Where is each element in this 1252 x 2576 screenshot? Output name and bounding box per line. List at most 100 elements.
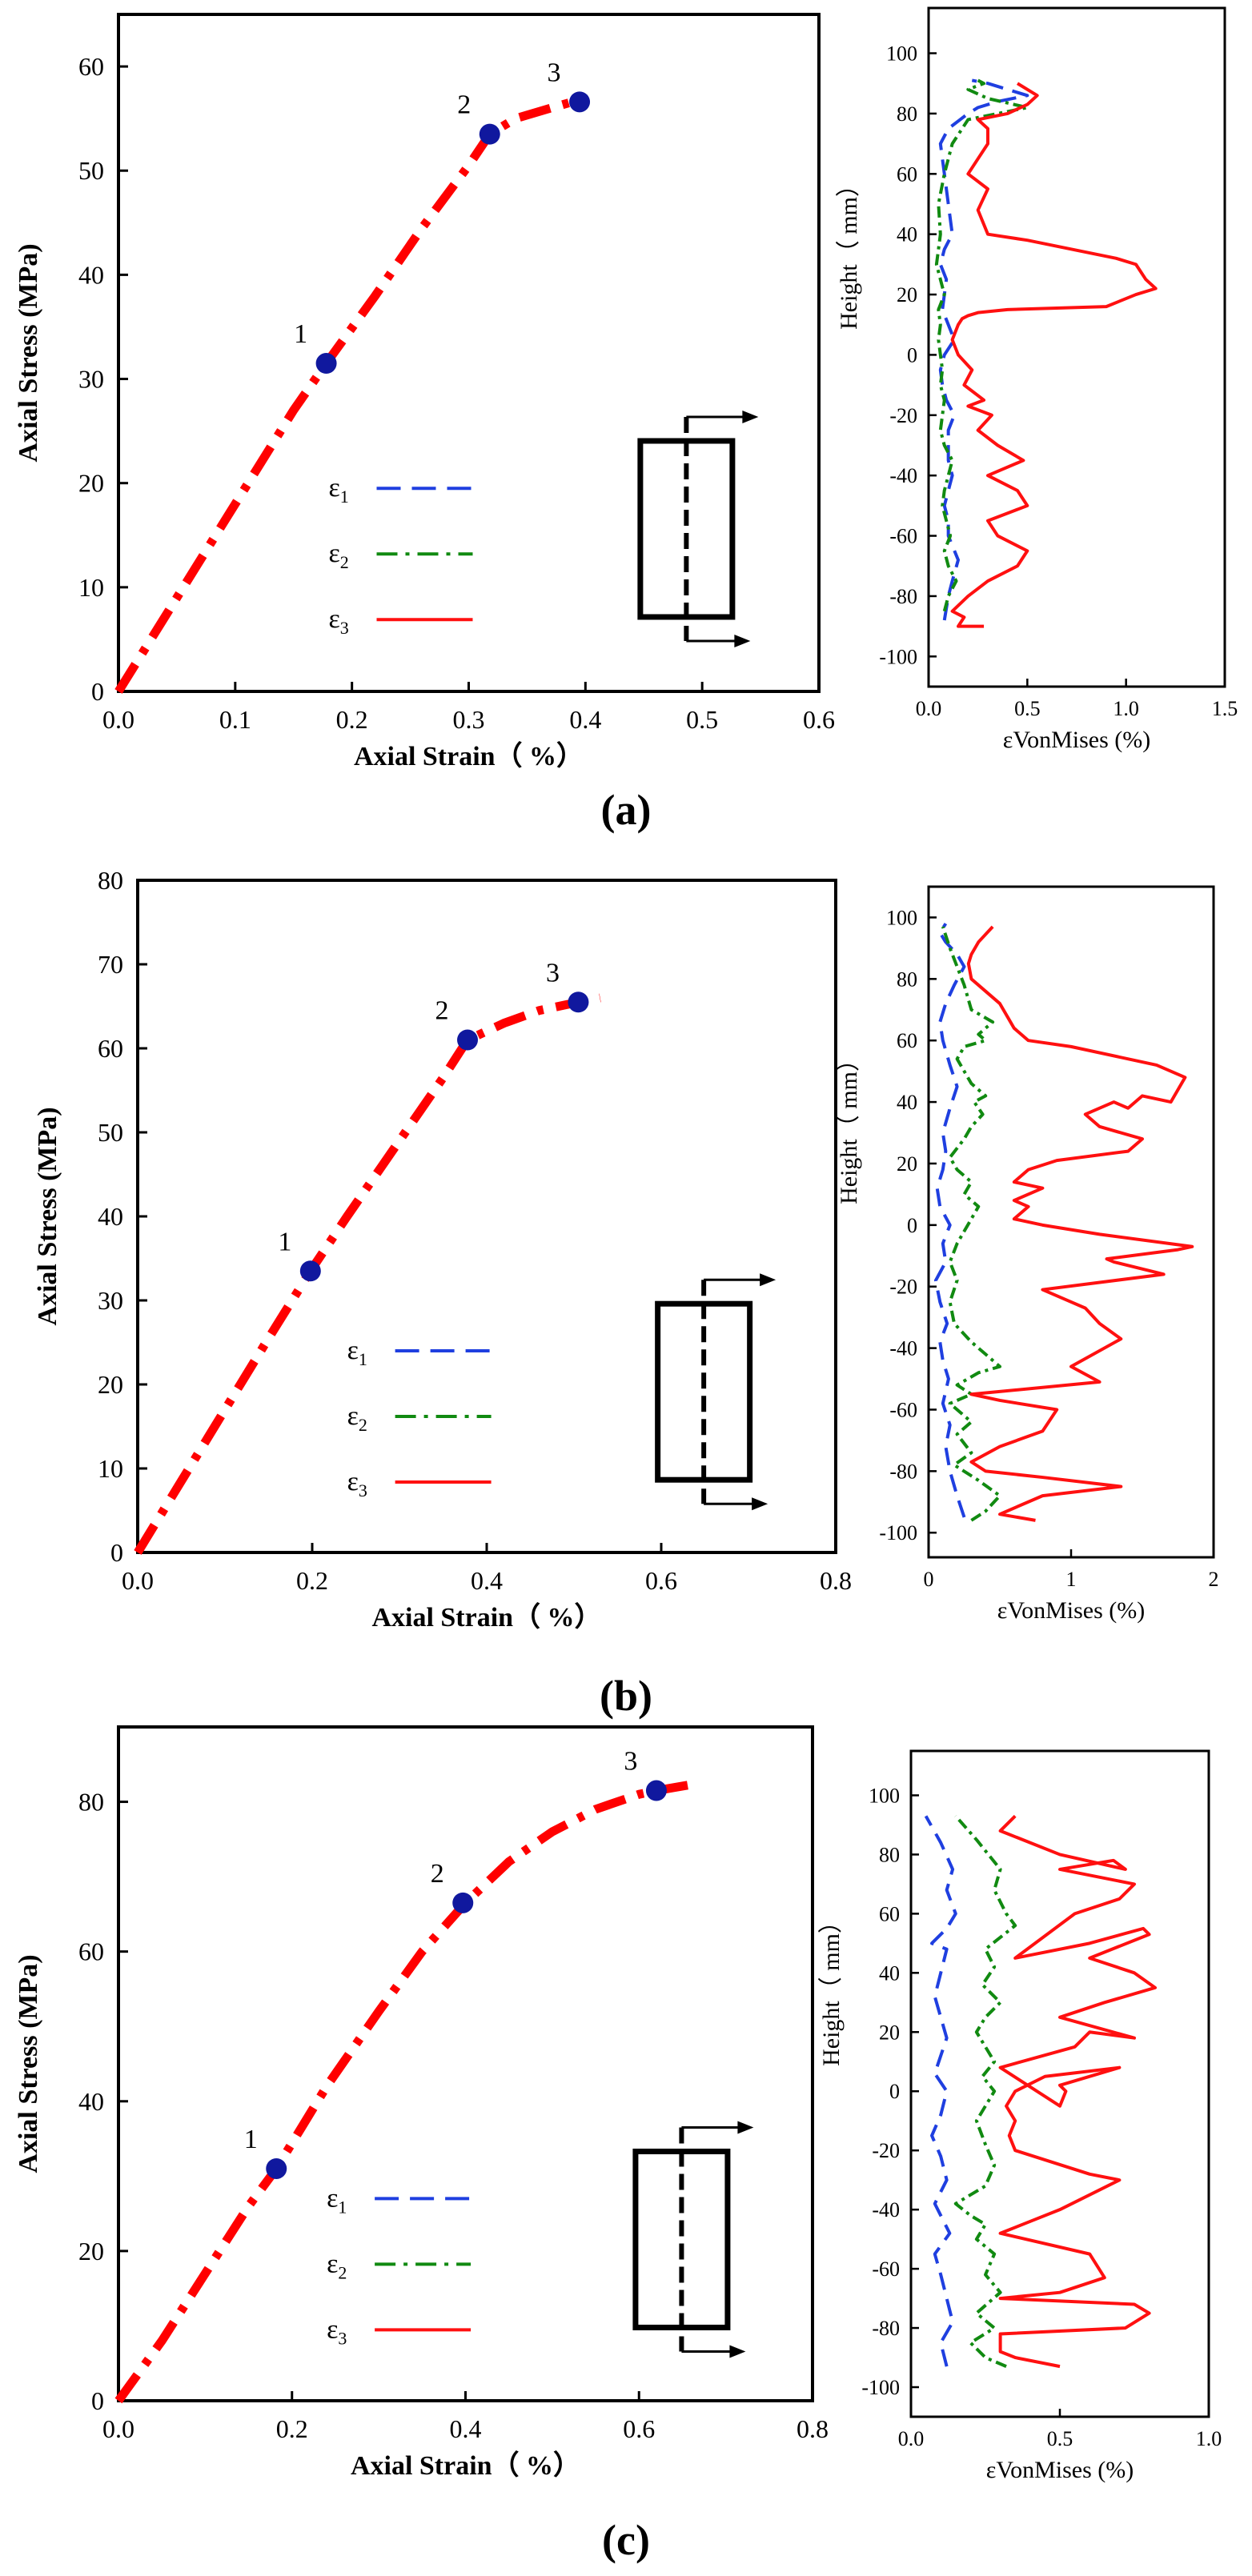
legend-label: ε1 [327, 2183, 347, 2217]
profile-series-1 [924, 1815, 957, 2367]
profile-y-tick-label: -60 [872, 2258, 900, 2281]
y-tick-label: 80 [98, 866, 123, 895]
x-tick-label: 0.4 [450, 2414, 482, 2443]
data-point-label: 1 [244, 2125, 258, 2154]
arrow-head-icon [752, 1497, 768, 1511]
profile-frame [927, 6, 1226, 688]
profile-y-tick-label: -40 [872, 2198, 900, 2221]
y-tick-label: 10 [98, 1454, 123, 1483]
profile-y-axis-label: Height（ mm） [836, 173, 862, 330]
profile-x-tick-label: 0.5 [1014, 697, 1041, 720]
y-tick-label: 20 [98, 1370, 123, 1399]
data-point-2 [457, 1029, 479, 1051]
profile-y-tick-label: 80 [879, 1843, 900, 1866]
data-point-3 [569, 91, 591, 113]
profile-y-tick-label: 20 [879, 2021, 900, 2044]
panel-caption: (c) [602, 2516, 650, 2564]
profile-x-tick-label: 0 [924, 1568, 934, 1591]
arrow-head-icon [734, 634, 751, 647]
y-tick-label: 40 [78, 260, 104, 289]
profile-series-1 [933, 923, 966, 1518]
profile-y-tick-label: -100 [861, 2376, 900, 2399]
profile-y-tick-label: 60 [879, 1902, 900, 1925]
legend-subscript: 2 [338, 2262, 347, 2282]
legend-label: ε1 [347, 1336, 367, 1369]
legend-label: ε3 [347, 1467, 367, 1500]
y-axis-label: Axial Stress (MPa) [33, 1107, 62, 1325]
profile-series-3 [966, 925, 1194, 1522]
profile-y-tick-label: 40 [879, 1961, 900, 1985]
profile-y-tick-label: -20 [872, 2139, 900, 2162]
legend-label: ε2 [327, 2249, 347, 2282]
profile-y-tick-label: -40 [889, 1337, 917, 1360]
y-tick-label: 40 [98, 1202, 123, 1231]
y-tick-label: 30 [98, 1286, 123, 1315]
legend-subscript: 1 [338, 2197, 347, 2217]
arrow-head-icon [760, 1273, 776, 1287]
x-tick-label: 0.6 [803, 705, 835, 734]
data-point-1 [266, 2157, 287, 2179]
data-point-label: 3 [548, 58, 561, 87]
y-tick-label: 30 [78, 365, 104, 394]
legend-label: ε1 [329, 473, 349, 507]
data-point-3 [645, 1780, 667, 1801]
arrow-head-icon [742, 410, 759, 423]
profile-x-axis-label: εVonMises (%) [1003, 727, 1151, 753]
profile-y-tick-label: 80 [897, 102, 917, 126]
profile-y-tick-label: 20 [897, 283, 917, 306]
plot-frame [117, 1725, 814, 2402]
legend-subscript: 2 [340, 552, 349, 572]
profile-y-tick-label: -20 [889, 404, 917, 427]
data-point-2 [452, 1892, 474, 1913]
profile-series-3 [998, 1814, 1158, 2369]
profile-x-tick-label: 1.5 [1212, 697, 1238, 720]
profile-x-tick-label: 0.5 [1047, 2427, 1073, 2450]
profile-y-tick-label: 40 [897, 223, 917, 246]
data-point-1 [299, 1260, 321, 1282]
profile-x-tick-label: 0.0 [916, 697, 942, 720]
profile-y-tick-label: 60 [897, 1029, 917, 1052]
profile-x-tick-label: 1.0 [1196, 2427, 1222, 2450]
y-tick-label: 70 [98, 950, 123, 979]
legend-label: ε2 [347, 1401, 367, 1435]
x-tick-label: 0.6 [623, 2414, 655, 2443]
y-tick-label: 0 [110, 1538, 123, 1567]
arrow-head-icon [737, 2121, 754, 2134]
y-tick-label: 20 [78, 2237, 104, 2266]
profile-y-tick-label: -60 [889, 1398, 917, 1421]
y-tick-label: 0 [91, 677, 104, 706]
legend-subscript: 2 [359, 1415, 367, 1435]
x-tick-label: 0.0 [102, 2414, 134, 2443]
stress-strain-curve [114, 1778, 701, 2404]
profile-y-axis-label: Height（ mm） [836, 1048, 862, 1204]
x-tick-label: 0.8 [820, 1566, 852, 1595]
chart-panel-a: 0.0 0.1 0.2 0.3 0.4 0.5 0.60102030405060Axial … [14, 6, 1238, 834]
legend-subscript: 3 [340, 618, 349, 638]
profile-y-tick-label: -40 [889, 464, 917, 487]
data-point-label: 1 [294, 319, 307, 349]
y-axis-label: Axial Stress (MPa) [14, 243, 43, 462]
profile-x-tick-label: 1.0 [1113, 697, 1139, 720]
x-tick-label: 0.2 [336, 705, 368, 734]
legend-subscript: 3 [338, 2328, 347, 2348]
profile-series-2 [953, 1815, 1017, 2368]
profile-x-tick-label: 1 [1066, 1568, 1077, 1591]
profile-series-1 [938, 78, 1029, 621]
profile-x-axis-label: εVonMises (%) [997, 1597, 1146, 1624]
stress-strain-curve [134, 993, 601, 1555]
x-tick-label: 0.1 [219, 705, 251, 734]
profile-y-tick-label: -60 [889, 525, 917, 548]
profile-y-axis-label: Height（ mm） [818, 1909, 845, 2066]
data-point-label: 2 [435, 996, 449, 1026]
legend-label: ε3 [329, 604, 349, 638]
data-point-label: 3 [624, 1747, 637, 1777]
data-point-label: 1 [278, 1227, 291, 1256]
legend-subscript: 3 [359, 1480, 367, 1500]
data-point-label: 3 [546, 958, 560, 988]
profile-x-axis-label: εVonMises (%) [986, 2457, 1134, 2483]
x-tick-label: 0.0 [122, 1566, 154, 1595]
